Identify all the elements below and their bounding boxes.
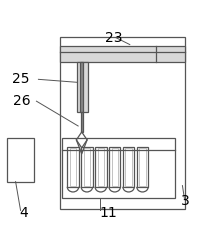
Bar (95, 147, 107, 187)
Bar (7, 138, 34, 182)
Text: 23: 23 (105, 31, 123, 45)
Text: 11: 11 (99, 206, 117, 220)
Bar (60, 46, 185, 62)
Bar (112, 148, 118, 186)
Bar (84, 148, 90, 186)
Bar (125, 148, 132, 186)
Bar (109, 147, 120, 187)
Text: 4: 4 (19, 206, 28, 220)
Bar (77, 62, 88, 112)
Bar (139, 148, 146, 186)
Bar (98, 148, 104, 186)
Bar (80, 62, 83, 112)
Text: 26: 26 (13, 94, 30, 108)
Bar (81, 112, 83, 132)
Bar (70, 148, 76, 186)
Text: 3: 3 (181, 195, 190, 208)
Bar (62, 138, 175, 198)
Text: 25: 25 (12, 72, 29, 86)
Bar (123, 147, 134, 187)
Bar (137, 147, 148, 187)
Bar (60, 37, 185, 209)
Bar (81, 147, 93, 187)
Bar (67, 147, 79, 187)
